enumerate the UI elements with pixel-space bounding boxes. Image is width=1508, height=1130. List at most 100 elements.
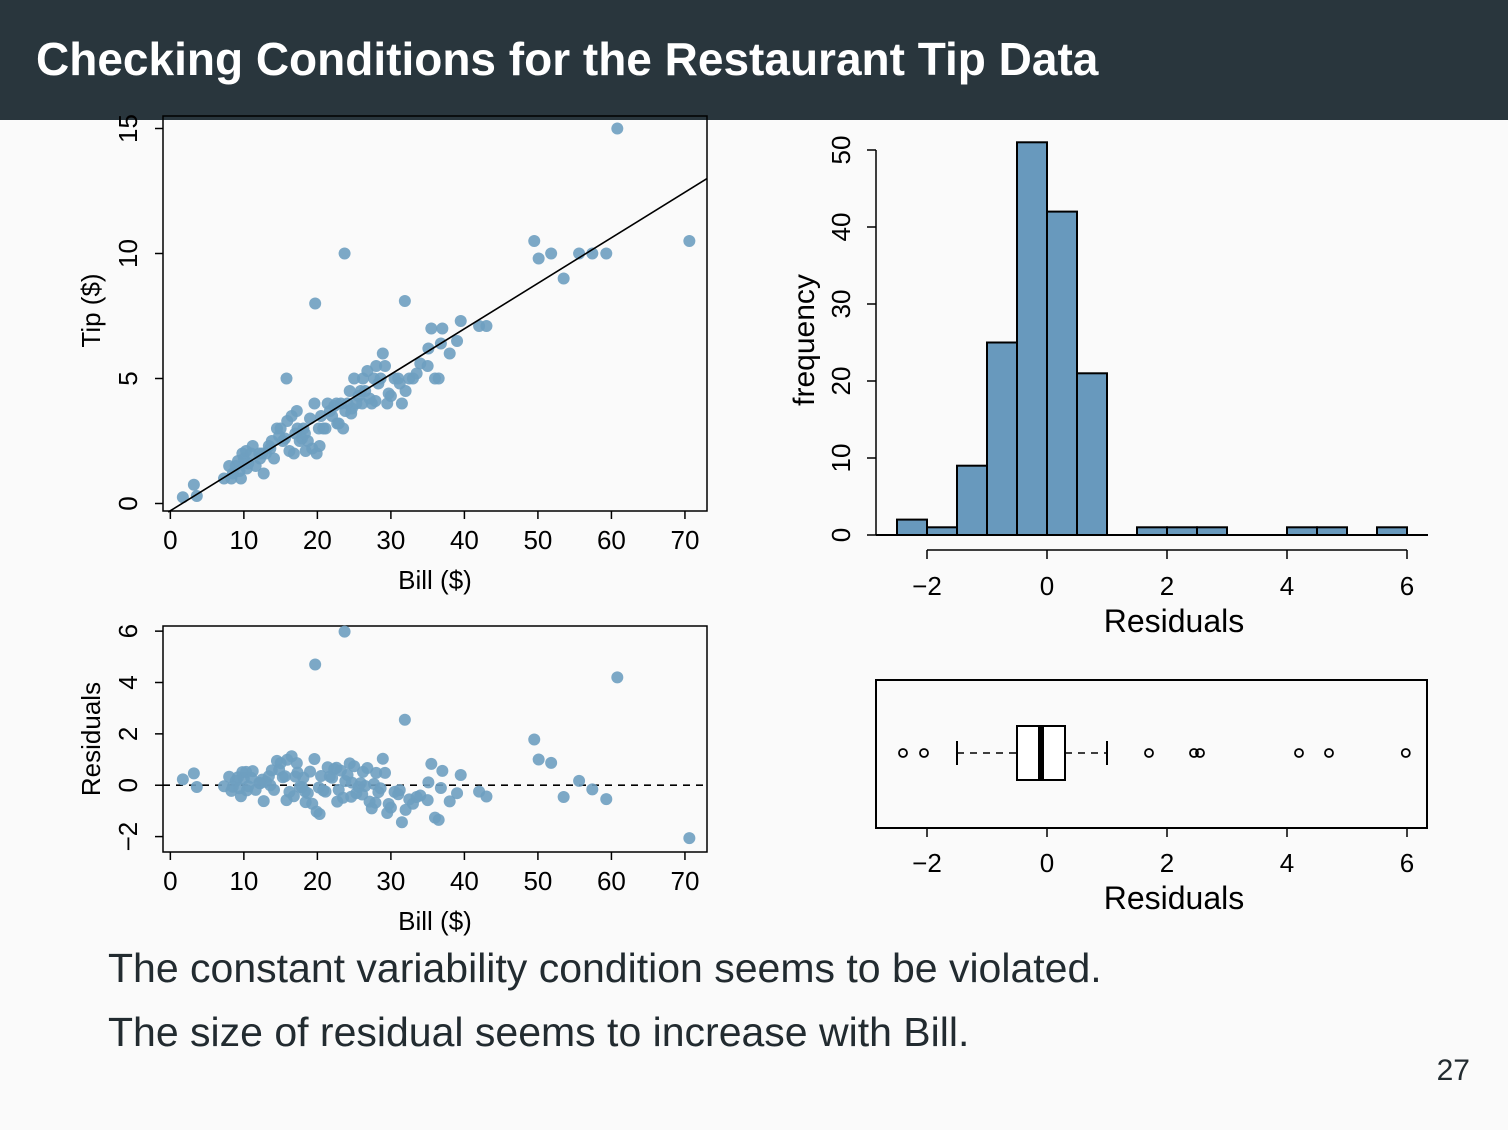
x-tick-label: 20 — [303, 525, 332, 555]
outlier-point — [1400, 748, 1411, 758]
x-tick-label: 4 — [1280, 848, 1294, 878]
data-point — [338, 247, 351, 260]
data-point — [253, 447, 266, 460]
data-point — [331, 417, 344, 430]
y-tick-label: 10 — [826, 444, 856, 473]
histogram-bar — [956, 464, 988, 537]
data-point — [253, 776, 266, 789]
y-tick-label: 5 — [113, 371, 143, 385]
data-point — [280, 794, 293, 807]
data-point — [545, 247, 558, 260]
data-point — [304, 765, 317, 778]
residuals-boxplot: −2 0 2 4 6 Residuals — [875, 679, 1428, 916]
data-point — [454, 768, 467, 781]
y-axis-label: Residuals — [76, 682, 106, 796]
data-point — [432, 813, 445, 826]
data-point — [422, 776, 435, 789]
slide-header: Checking Conditions for the Restaurant T… — [0, 0, 1508, 120]
y-axis-label: frequency — [788, 274, 821, 406]
data-point — [176, 773, 189, 786]
x-tick-label: 20 — [303, 866, 332, 896]
histogram-bar — [1016, 141, 1048, 537]
x-tick-label: 0 — [1040, 571, 1054, 601]
data-point — [246, 765, 259, 778]
histogram-bar — [1196, 526, 1228, 536]
data-point — [395, 397, 408, 410]
data-point — [369, 796, 382, 809]
data-point — [611, 671, 624, 684]
data-point — [382, 797, 395, 810]
histogram-bar — [1286, 526, 1318, 536]
y-tick-label: 6 — [113, 624, 143, 638]
data-point — [528, 733, 541, 746]
x-tick-label: 2 — [1160, 571, 1174, 601]
data-point — [369, 395, 382, 407]
caption-residual-size: The size of residual seems to increase w… — [108, 1009, 970, 1055]
outlier-point — [919, 748, 929, 758]
y-tick-label: 0 — [826, 528, 856, 542]
data-point — [374, 782, 387, 795]
data-point — [309, 297, 322, 310]
data-point — [454, 315, 467, 327]
data-point — [264, 779, 277, 792]
data-point — [398, 713, 411, 726]
x-axis-label: Residuals — [1104, 603, 1245, 639]
data-point — [187, 478, 200, 491]
x-tick-label: 0 — [163, 525, 177, 555]
data-point — [480, 320, 493, 332]
data-point — [393, 784, 406, 797]
data-point — [345, 790, 358, 803]
x-axis-label: Bill ($) — [398, 565, 472, 595]
x-tick-label: 6 — [1400, 571, 1414, 601]
data-point — [280, 372, 293, 385]
x-tick-label: 0 — [1040, 848, 1054, 878]
data-point — [370, 766, 383, 779]
data-point — [313, 440, 326, 452]
data-point — [683, 235, 696, 247]
histogram-bar — [1046, 210, 1078, 536]
x-tick-label: 4 — [1280, 571, 1294, 601]
x-tick-label: 40 — [450, 525, 479, 555]
x-tick-label: 40 — [450, 866, 479, 896]
data-point — [319, 422, 332, 435]
data-point — [298, 427, 311, 440]
data-point — [425, 757, 438, 770]
histogram-bar — [896, 518, 928, 536]
data-point — [361, 762, 374, 775]
y-tick-label: 10 — [113, 239, 143, 268]
data-point — [382, 387, 395, 400]
data-point — [304, 412, 317, 425]
data-point — [287, 447, 300, 460]
x-tick-label: 0 — [163, 866, 177, 896]
slide-title: Checking Conditions for the Restaurant T… — [36, 33, 1099, 85]
y-tick-label: 15 — [113, 114, 143, 143]
y-tick-label: 0 — [113, 778, 143, 792]
y-tick-label: 4 — [113, 675, 143, 689]
data-point — [187, 767, 200, 780]
data-point — [421, 794, 434, 807]
y-tick-label: 2 — [113, 727, 143, 741]
plot-frame — [162, 625, 708, 853]
x-tick-label: 6 — [1400, 848, 1414, 878]
data-point — [443, 795, 456, 808]
data-point — [532, 252, 545, 265]
data-point — [308, 753, 321, 766]
data-point — [313, 807, 326, 820]
histogram-bar — [1166, 526, 1198, 536]
plot-frame — [162, 115, 708, 512]
data-point — [370, 360, 383, 372]
data-point — [315, 769, 328, 782]
data-point — [331, 795, 344, 808]
outlier-point — [1189, 748, 1199, 758]
data-point — [376, 752, 389, 765]
data-point — [557, 272, 570, 285]
histogram-bar — [926, 526, 958, 536]
x-tick-label: −2 — [912, 571, 942, 601]
data-point — [356, 397, 369, 410]
data-point — [451, 335, 464, 347]
residuals-vs-bill-plot: 0 10 20 30 40 50 60 70 −2 0 2 4 6 Bill ($) Residuals — [76, 624, 708, 936]
data-point — [443, 347, 456, 360]
data-point — [374, 372, 387, 385]
x-tick-label: 70 — [670, 866, 699, 896]
